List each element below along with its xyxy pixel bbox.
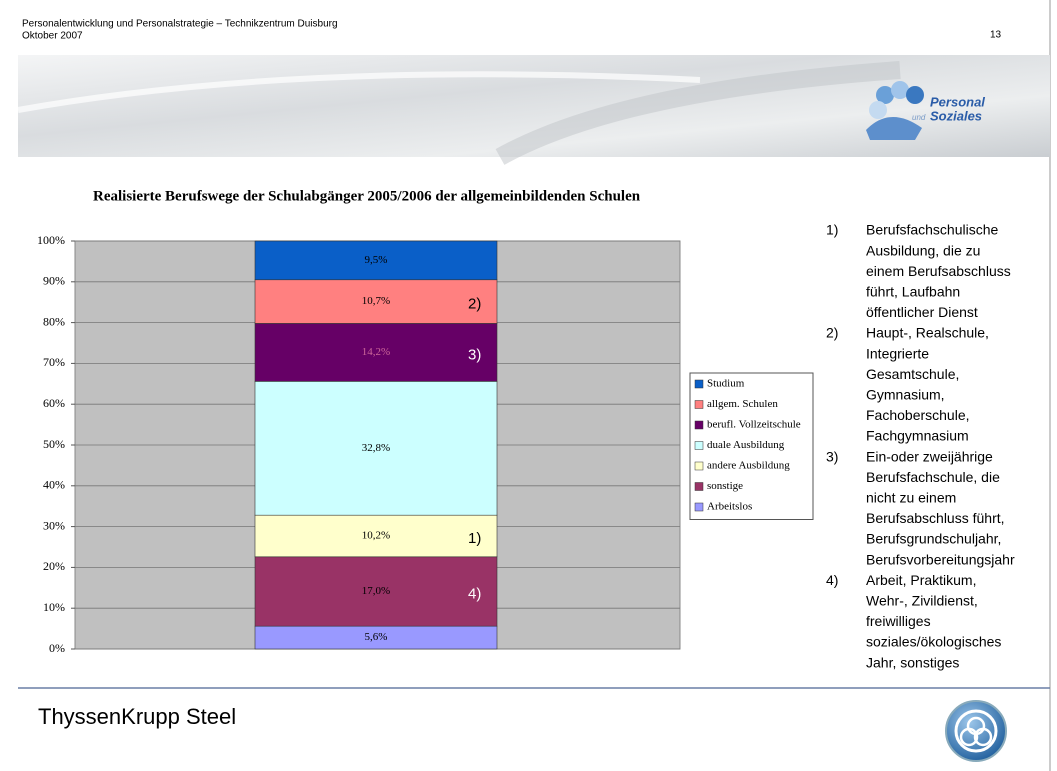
footnote-text: öffentlicher Dienst (866, 304, 978, 320)
y-tick-label: 60% (43, 396, 65, 410)
y-tick-label: 100% (37, 233, 65, 247)
footnote-text: Gesamtschule, (866, 366, 959, 382)
segment-annotation: 2) (468, 296, 481, 313)
legend-swatch (694, 461, 704, 471)
y-tick-label: 30% (43, 518, 65, 532)
legend-swatch (694, 400, 704, 409)
legend-label: andere Ausbildung (707, 460, 790, 472)
value-label: 9,5% (365, 254, 388, 266)
value-label: 32,8% (362, 442, 390, 454)
footnote-number: 1) (826, 222, 838, 238)
footnote-text: Arbeit, Praktikum, (866, 572, 976, 588)
footnote-text: Gymnasium, (866, 387, 945, 403)
footnote-number: 2) (826, 325, 838, 341)
value-label: 10,2% (362, 530, 390, 542)
legend-label: duale Ausbildung (707, 439, 785, 451)
footnote-text: Berufsfachschulische (866, 222, 999, 238)
tk-logo (945, 700, 1007, 762)
y-tick-label: 10% (43, 600, 65, 614)
footnote-text: Fachgymnasium (866, 428, 969, 444)
footer-company: ThyssenKrupp Steel (38, 704, 236, 729)
legend-swatch (694, 441, 704, 450)
bar-segment (254, 514, 498, 558)
footnote-text: freiwilliges (866, 613, 931, 629)
footnote-number: 3) (826, 448, 838, 464)
footnote-text: führt, Laufbahn (866, 284, 960, 300)
header-line2: Oktober 2007 (22, 31, 83, 42)
legend-swatch (694, 379, 704, 389)
footnote-text: Berufsvorbereitungsjahr (866, 551, 1015, 567)
y-tick-label: 20% (43, 559, 65, 573)
footnote-text: Berufsfachschule, die (866, 469, 1000, 485)
footnote-text: Berufsabschluss führt, (866, 510, 1005, 526)
legend-label: Studium (707, 378, 745, 390)
y-tick-label: 50% (43, 437, 65, 451)
legend-label: allgem. Schulen (707, 398, 778, 410)
segment-annotation: 4) (468, 585, 481, 602)
y-tick-label: 90% (43, 274, 65, 288)
bar-segment (254, 240, 498, 281)
chart-title: Realisierte Berufswege der Schulabgänger… (93, 188, 641, 204)
logo-text: Personal (930, 94, 985, 109)
footnote-text: Wehr-, Zivildienst, (866, 593, 978, 609)
bar-segment (254, 381, 498, 516)
legend-swatch (694, 420, 704, 430)
footnote-number: 4) (826, 572, 838, 588)
footnote-text: Fachoberschule, (866, 407, 970, 423)
legend-box (689, 372, 814, 520)
y-tick-label: 40% (43, 478, 65, 492)
segment-annotation: 3) (468, 346, 481, 363)
bar-segment (254, 556, 498, 627)
logo-text: Soziales (930, 108, 982, 123)
footnote-text: Ausbildung, die zu (866, 242, 980, 258)
legend-swatch (694, 482, 704, 491)
footnote-text: Jahr, sonstiges (866, 654, 959, 670)
footnote-text: Integrierte (866, 345, 929, 361)
footnote-text: einem Berufsabschluss (866, 263, 1011, 279)
value-label: 17,0% (362, 585, 390, 597)
footnote-text: Haupt-, Realschule, (866, 325, 989, 341)
bar-segment (254, 279, 498, 324)
page-number: 13 (990, 30, 1002, 41)
footnote-text: soziales/ökologisches (866, 634, 1001, 650)
banner-swoosh (495, 61, 901, 165)
footnote-text: Ein-oder zweijährige (866, 448, 993, 464)
bar-segment (254, 323, 498, 382)
y-tick-label: 80% (43, 314, 65, 328)
y-tick-label: 0% (49, 641, 65, 655)
value-label: 10,7% (362, 295, 390, 307)
legend-swatch (694, 502, 704, 512)
footnote-text: nicht zu einem (866, 490, 956, 506)
segment-annotation: 1) (468, 530, 481, 547)
legend-label: Arbeitslos (707, 501, 752, 513)
value-label: 5,6% (365, 631, 388, 643)
y-tick-label: 70% (43, 355, 65, 369)
legend-label: sonstige (707, 480, 743, 492)
header-line1: Personalentwicklung und Personalstrategi… (22, 19, 338, 30)
legend-label: berufl. Vollzeitschule (707, 419, 801, 431)
logo-text: und (912, 113, 926, 122)
banner-swoosh (17, 71, 701, 113)
value-label: 14,2% (362, 346, 390, 358)
logo (866, 81, 924, 140)
footnote-text: Berufsgrundschuljahr, (866, 531, 1001, 547)
